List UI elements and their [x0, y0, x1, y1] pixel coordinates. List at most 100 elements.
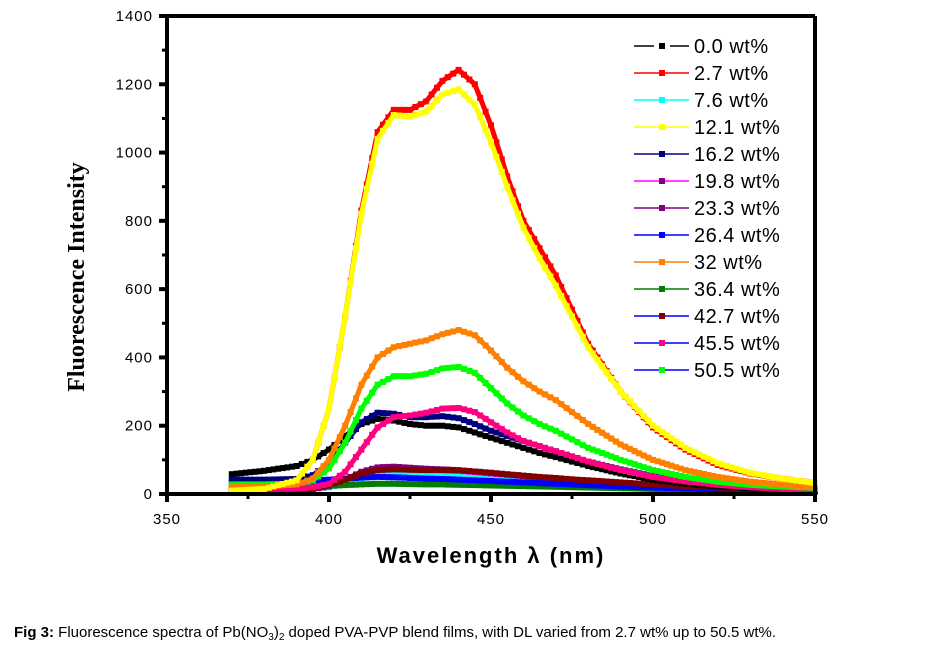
- data-point: [574, 413, 581, 419]
- data-point: [569, 458, 575, 465]
- data-point: [536, 245, 543, 252]
- legend-label: 32 wt%: [694, 252, 763, 274]
- data-point: [579, 456, 586, 463]
- legend-item: 12.1 wt%: [634, 117, 780, 139]
- data-point: [520, 483, 527, 490]
- y-tick-label: 1000: [116, 145, 153, 162]
- data-point: [401, 373, 408, 380]
- data-point: [336, 344, 343, 351]
- data-point: [493, 422, 500, 429]
- data-point: [428, 467, 435, 474]
- data-point: [719, 474, 726, 481]
- data-point: [455, 481, 462, 488]
- data-point: [390, 112, 397, 118]
- data-point: [374, 424, 381, 431]
- data-point: [342, 313, 349, 320]
- data-point: [466, 96, 473, 103]
- caption-sub-1: 3: [268, 632, 274, 643]
- data-point: [363, 439, 370, 446]
- data-point: [466, 76, 473, 83]
- data-point: [542, 264, 548, 271]
- data-point: [369, 389, 376, 396]
- legend: 0.0 wt% 2.7 wt% 7.6 wt% 12.1 wt% 16.2 wt% 19.…: [634, 36, 780, 382]
- legend-marker: [659, 232, 665, 238]
- caption-sub-2: 2: [278, 632, 285, 643]
- data-point: [228, 487, 235, 494]
- y-axis-label: Fluorescence Intensity: [64, 162, 90, 392]
- data-point: [412, 466, 419, 473]
- legend-marker: [659, 205, 665, 211]
- data-point: [428, 369, 435, 375]
- data-point: [504, 173, 511, 180]
- data-point: [617, 388, 624, 395]
- data-point: [626, 445, 633, 452]
- axes-layer: 0 200 400 600 800 1000 1200 1400 350 400 450 500 550: [116, 8, 828, 528]
- data-point: [299, 485, 305, 492]
- data-point: [793, 477, 800, 484]
- data-point: [599, 429, 606, 436]
- data-point: [374, 135, 381, 142]
- data-point: [488, 122, 494, 129]
- data-point: [434, 475, 440, 482]
- data-point: [659, 481, 666, 488]
- data-point: [700, 476, 707, 483]
- data-point: [650, 467, 656, 474]
- data-point: [498, 359, 505, 365]
- data-point: [626, 480, 633, 486]
- legend-item: 36.4 wt%: [634, 279, 780, 301]
- data-point: [320, 476, 327, 483]
- data-point: [536, 388, 543, 395]
- legend-label: 23.3 wt%: [694, 198, 780, 220]
- data-point: [747, 478, 754, 485]
- data-point: [466, 482, 473, 488]
- data-point: [315, 439, 322, 446]
- data-point: [659, 429, 666, 436]
- data-point: [622, 483, 629, 490]
- legend-item: 32 wt%: [634, 252, 763, 274]
- data-point: [728, 476, 735, 482]
- legend-item: 0.0 wt%: [634, 36, 768, 58]
- data-point: [461, 71, 467, 78]
- data-point: [640, 480, 647, 487]
- data-point: [696, 470, 703, 476]
- data-point: [358, 419, 365, 426]
- data-point: [504, 439, 511, 446]
- data-point: [363, 481, 370, 488]
- data-point: [270, 466, 277, 473]
- data-point: [608, 435, 615, 442]
- data-point: [563, 475, 570, 482]
- data-point: [599, 462, 606, 469]
- data-point: [299, 474, 305, 481]
- data-point: [407, 373, 413, 380]
- data-point: [412, 481, 419, 488]
- data-point: [407, 106, 413, 113]
- data-point: [515, 408, 521, 415]
- data-point: [488, 385, 494, 392]
- data-point: [525, 473, 532, 479]
- data-point: [477, 374, 484, 381]
- data-point: [228, 471, 235, 478]
- data-point: [363, 186, 370, 192]
- data-point: [650, 422, 656, 429]
- data-point: [579, 417, 586, 423]
- data-point: [569, 409, 575, 416]
- data-point: [423, 370, 430, 377]
- x-tick-label: 400: [315, 511, 343, 528]
- data-point: [493, 139, 500, 146]
- data-point: [390, 106, 397, 113]
- data-point: [320, 463, 327, 470]
- data-point: [444, 476, 451, 483]
- data-point: [574, 318, 581, 324]
- data-point: [396, 471, 403, 478]
- data-point: [613, 469, 619, 476]
- data-point: [261, 476, 268, 483]
- legend-item: 50.5 wt%: [634, 360, 780, 382]
- data-point: [622, 468, 629, 475]
- data-point: [710, 473, 717, 479]
- data-point: [594, 482, 601, 489]
- data-point: [412, 471, 419, 478]
- data-point: [336, 478, 343, 485]
- data-point: [331, 445, 338, 452]
- data-point: [390, 410, 397, 417]
- data-point: [450, 88, 457, 95]
